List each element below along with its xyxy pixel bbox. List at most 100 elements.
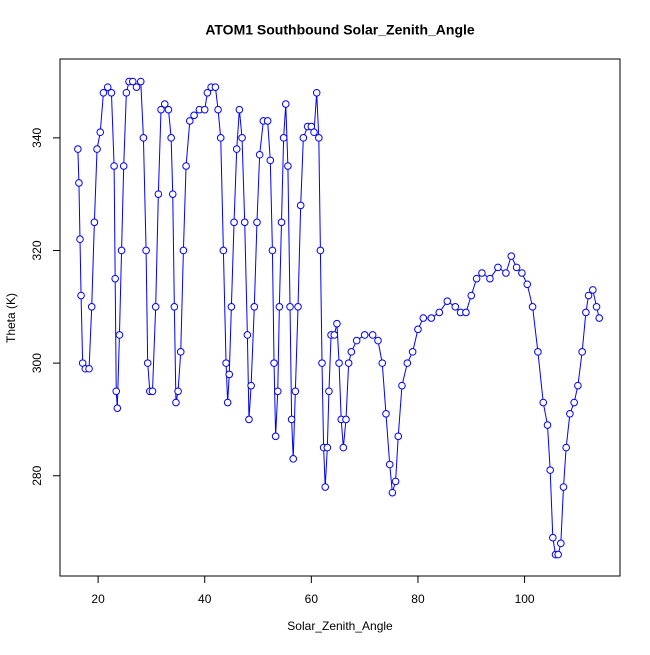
point xyxy=(312,88,321,97)
point xyxy=(268,246,277,255)
point xyxy=(486,274,494,283)
x-tick-label: 100 xyxy=(515,592,535,606)
point xyxy=(289,455,298,463)
point xyxy=(419,314,428,322)
point xyxy=(277,218,286,227)
point xyxy=(559,483,568,491)
point xyxy=(294,302,302,311)
point xyxy=(273,387,282,396)
y-tick-label: 340 xyxy=(30,128,44,148)
point xyxy=(512,263,521,272)
point xyxy=(394,432,403,441)
point xyxy=(462,308,470,317)
point xyxy=(333,319,341,328)
point xyxy=(232,145,241,153)
point xyxy=(403,359,412,367)
point xyxy=(451,302,460,311)
point xyxy=(528,302,537,311)
point xyxy=(443,297,452,305)
point xyxy=(77,291,85,300)
point xyxy=(211,83,220,91)
point xyxy=(435,308,444,317)
point xyxy=(154,190,163,198)
point xyxy=(566,410,574,418)
point xyxy=(316,246,325,255)
point xyxy=(227,302,236,311)
point xyxy=(151,302,160,311)
point xyxy=(472,274,481,283)
point xyxy=(270,359,278,367)
point xyxy=(93,145,101,153)
point xyxy=(168,190,177,198)
point xyxy=(321,483,330,491)
point xyxy=(592,302,601,311)
point xyxy=(96,128,105,137)
point xyxy=(132,83,141,91)
point xyxy=(200,105,209,114)
point xyxy=(170,302,179,311)
x-axis-label: Solar_Zenith_Angle xyxy=(287,619,393,633)
point xyxy=(562,443,570,452)
point xyxy=(128,77,137,86)
point xyxy=(225,370,234,379)
point xyxy=(75,179,83,187)
point xyxy=(360,331,369,339)
point xyxy=(275,302,284,311)
point xyxy=(174,387,182,396)
point xyxy=(287,415,296,424)
point xyxy=(136,77,145,86)
x-tick-label: 60 xyxy=(305,592,319,606)
point xyxy=(176,348,185,356)
point xyxy=(103,83,112,91)
point xyxy=(549,533,557,542)
point xyxy=(142,246,150,255)
point xyxy=(554,550,562,559)
point xyxy=(578,348,586,356)
point xyxy=(382,410,390,418)
point xyxy=(223,398,232,407)
point xyxy=(139,134,148,142)
point xyxy=(378,359,387,367)
point xyxy=(570,398,578,407)
point xyxy=(284,162,292,170)
point xyxy=(494,263,502,272)
point xyxy=(318,359,326,367)
point xyxy=(374,336,382,345)
point xyxy=(574,381,582,390)
point xyxy=(582,308,590,317)
point xyxy=(186,117,194,125)
point xyxy=(368,331,377,339)
point xyxy=(143,359,152,367)
point xyxy=(385,460,394,469)
point xyxy=(310,128,318,137)
point xyxy=(523,280,532,289)
point xyxy=(352,336,361,345)
point xyxy=(330,331,339,339)
point xyxy=(214,105,222,114)
point xyxy=(167,134,175,142)
point xyxy=(543,421,552,429)
point xyxy=(388,488,397,497)
point xyxy=(230,218,238,227)
point xyxy=(546,466,554,474)
point xyxy=(148,387,157,396)
point xyxy=(291,387,300,396)
point xyxy=(255,150,264,159)
point xyxy=(119,162,128,170)
point xyxy=(557,539,565,548)
point xyxy=(172,398,180,407)
point xyxy=(85,364,93,373)
point xyxy=(87,302,96,311)
point xyxy=(589,286,597,294)
point xyxy=(281,100,290,108)
point xyxy=(160,100,169,108)
plot-frame xyxy=(59,58,621,577)
point xyxy=(157,105,165,114)
point xyxy=(467,291,476,300)
point xyxy=(190,111,198,120)
point xyxy=(74,145,82,153)
point xyxy=(179,246,188,255)
point xyxy=(253,218,261,227)
